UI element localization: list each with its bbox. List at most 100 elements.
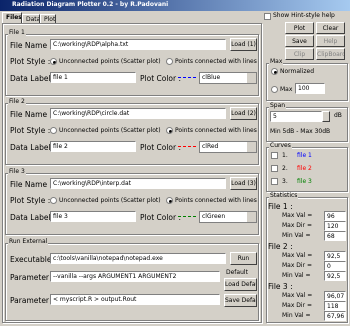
field-label: Data Label : [10, 143, 56, 152]
default-label: Default [226, 269, 248, 276]
group-legend: Max [269, 58, 284, 65]
radio[interactable] [166, 58, 173, 65]
color-swatch [178, 146, 196, 147]
field-label: Parameter 1 : [10, 273, 62, 282]
field-label: Plot Style : [10, 196, 51, 205]
stat-value: 92,5 [324, 251, 346, 261]
stat-label: Max Val = [282, 212, 313, 219]
span-range: Min 5dB - Max 30dB [270, 128, 331, 135]
action-button[interactable]: Plot [285, 22, 314, 34]
tab[interactable]: Files [2, 12, 22, 24]
load-button[interactable]: Load (3) [230, 177, 257, 190]
curve-label: file 3 [297, 178, 312, 185]
color-select[interactable]: clRed [199, 141, 257, 153]
group-legend: Span [269, 102, 287, 109]
curve-checkbox[interactable] [271, 152, 278, 159]
stat-label: Max Dir = [282, 222, 312, 229]
field-label: Plot Color : [140, 74, 182, 83]
field-label: File Name : [10, 180, 52, 189]
radio-label[interactable]: Points connected with lines [175, 127, 257, 134]
stat-label: Min Val = [282, 312, 311, 319]
curve-label: file 2 [297, 165, 312, 172]
action-button[interactable]: ClipBoard [316, 48, 345, 60]
field-label: Plot Style : [10, 126, 51, 135]
file-name-input[interactable]: C:\working\RDP\interp.dat [50, 178, 226, 189]
group-legend: Statistics [269, 192, 299, 199]
data-label-input[interactable]: file 2 [50, 141, 136, 152]
stat-value: 96 [324, 211, 346, 221]
stat-value: 68 [324, 231, 346, 241]
radio[interactable] [271, 86, 278, 93]
stats-file-label: File 1 : [268, 202, 293, 211]
radio-label[interactable]: Points connected with lines [175, 58, 257, 65]
stat-value: 92,5 [324, 271, 346, 281]
color-select[interactable]: clGreen [199, 211, 257, 223]
field-label: Data Label : [10, 213, 56, 222]
stat-label: Max Val = [282, 292, 313, 299]
radio-label[interactable]: Max [280, 86, 293, 93]
title-bar: Radiation Diagram Plotter 0.2 - by R.Pad… [0, 0, 350, 11]
color-swatch [178, 216, 196, 217]
curve-number: 2. [282, 165, 288, 172]
span-group [266, 107, 348, 142]
field-label: Plot Color : [140, 143, 182, 152]
load-button[interactable]: Load (2) [230, 107, 257, 120]
stat-value: 67,96 [324, 311, 346, 321]
action-button[interactable]: Clear [316, 22, 345, 34]
param-input[interactable]: --vanilla --args ARGUMENT1 ARGUMENT2 [50, 271, 220, 282]
load-button[interactable]: Load (1) [230, 38, 257, 51]
file-name-input[interactable]: C:\working\RDP\alpha.txt [50, 39, 226, 50]
curve-number: 1. [282, 152, 288, 159]
stat-label: Min Val = [282, 232, 311, 239]
param-input[interactable]: < myscript.R > output.Rout [50, 294, 220, 305]
group-legend: Run External [8, 238, 49, 245]
spin-button[interactable] [322, 111, 330, 122]
tab[interactable]: Data [22, 14, 40, 24]
radio[interactable] [50, 127, 57, 134]
stat-label: Max Dir = [282, 262, 312, 269]
span-input[interactable]: 5 [270, 111, 322, 122]
data-label-input[interactable]: file 1 [50, 72, 136, 83]
field-label: Data Label : [10, 74, 56, 83]
executable-input[interactable]: c:\tools\vanilla\notepad\notepad.exe [50, 253, 226, 264]
radio[interactable] [50, 197, 57, 204]
radio[interactable] [166, 127, 173, 134]
hint-label[interactable]: Show Hint-style help [273, 12, 335, 19]
action-button[interactable]: Clip [285, 48, 314, 60]
field-label: File Name : [10, 110, 52, 119]
max-input[interactable]: 100 [295, 83, 325, 94]
curve-checkbox[interactable] [271, 178, 278, 185]
stat-label: Max Val = [282, 252, 313, 259]
radio-label[interactable]: Normalized [280, 68, 315, 75]
tab[interactable]: Plot [40, 14, 56, 24]
radio-label[interactable]: Unconnected points (Scatter plot) [59, 127, 161, 134]
radio-label[interactable]: Unconnected points (Scatter plot) [59, 197, 161, 204]
file-group [5, 173, 259, 235]
action-button[interactable]: Save [285, 35, 314, 47]
hint-checkbox[interactable] [264, 13, 271, 20]
statistics-group [266, 197, 348, 323]
field-label: Plot Style : [10, 57, 51, 66]
stat-value: 118 [324, 301, 346, 311]
stat-label: Min Val = [282, 272, 311, 279]
radio-label[interactable]: Points connected with lines [175, 197, 257, 204]
field-label: Plot Color : [140, 213, 182, 222]
load-default-button[interactable]: Load Default [224, 278, 257, 291]
curve-number: 3. [282, 178, 288, 185]
data-label-input[interactable]: file 3 [50, 211, 136, 222]
color-select[interactable]: clBlue [199, 72, 257, 84]
action-button[interactable]: Help [316, 35, 345, 47]
radio[interactable] [50, 58, 57, 65]
save-default-button[interactable]: Save Default [224, 294, 257, 307]
group-legend: File 1 [8, 29, 26, 36]
file-name-input[interactable]: C:\working\RDP\circle.dat [50, 108, 226, 119]
radio-label[interactable]: Unconnected points (Scatter plot) [59, 58, 161, 65]
curve-checkbox[interactable] [271, 165, 278, 172]
group-legend: Curves [269, 142, 292, 149]
group-legend: File 3 [8, 168, 26, 175]
color-swatch [178, 77, 196, 78]
radio[interactable] [271, 68, 278, 75]
group-legend: File 2 [8, 98, 26, 105]
radio[interactable] [166, 197, 173, 204]
run-button[interactable]: Run [230, 252, 257, 265]
